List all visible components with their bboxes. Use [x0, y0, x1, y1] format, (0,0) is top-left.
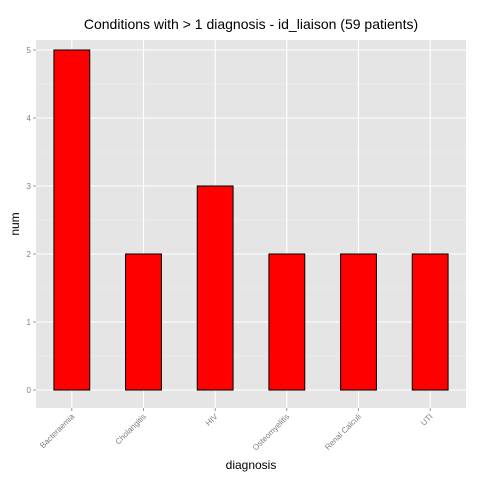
- plot-panel: [36, 40, 466, 408]
- x-tick-label: HIV: [204, 412, 220, 428]
- x-tick-label: Renal Calculi: [323, 412, 363, 452]
- y-tick-label: 5: [27, 46, 32, 55]
- bar-hiv: [196, 185, 234, 391]
- bar-uti: [411, 253, 449, 391]
- y-axis-title: num: [8, 212, 22, 235]
- bar-renal-calculi: [340, 253, 377, 391]
- y-tick-label: 0: [27, 386, 32, 395]
- x-tick-label: Bacteraemia: [38, 412, 77, 451]
- x-tick-label: Cholangitis: [114, 412, 148, 446]
- bars: [53, 49, 449, 391]
- y-axis: 0 1 2 3 4 5: [27, 46, 36, 395]
- y-tick-label: 1: [27, 318, 32, 327]
- chart-title: Conditions with > 1 diagnosis - id_liais…: [84, 16, 418, 32]
- bar-osteomyelitis: [268, 253, 306, 391]
- bar-cholangitis: [125, 253, 162, 391]
- x-tick-label: Osteomyelitis: [251, 412, 291, 452]
- x-axis: Bacteraemia Cholangitis HIV Osteomyelitis Re…: [38, 408, 435, 452]
- bar-bacteraemia: [53, 49, 91, 391]
- y-tick-label: 3: [27, 182, 32, 191]
- y-tick-label: 2: [27, 250, 32, 259]
- y-tick-label: 4: [27, 114, 32, 123]
- x-tick-label: UTI: [419, 412, 434, 427]
- x-axis-title: diagnosis: [226, 458, 277, 472]
